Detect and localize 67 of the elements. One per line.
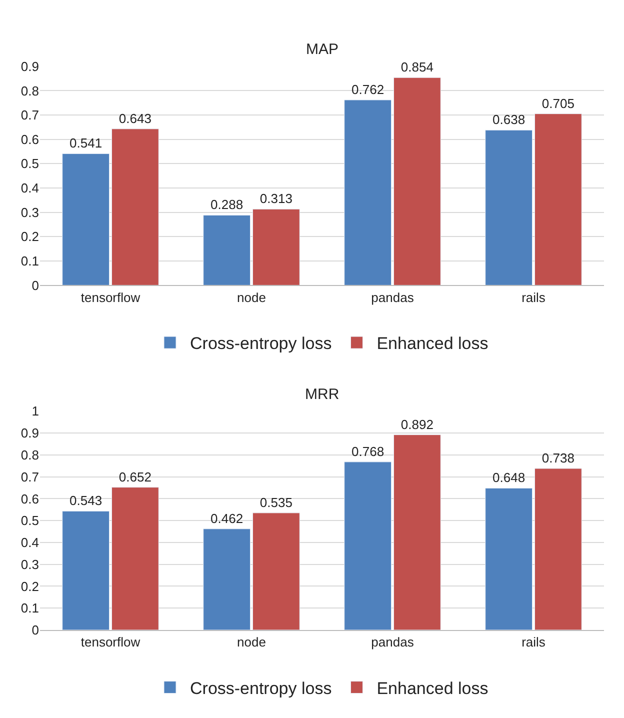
bar — [203, 528, 251, 630]
bar — [62, 153, 110, 286]
y-tick-label: 0 — [32, 278, 39, 293]
y-tick-label: 0.3 — [20, 204, 39, 220]
bar — [344, 462, 392, 630]
y-tick-label: 0.7 — [20, 108, 39, 123]
y-tick-label: 0.4 — [20, 180, 39, 196]
y-tick-label: 0.7 — [20, 469, 39, 484]
data-label: 0.535 — [260, 494, 292, 510]
x-tick-label: rails — [522, 634, 546, 650]
data-label: 0.643 — [118, 110, 152, 126]
y-tick-label: 0.8 — [20, 447, 39, 462]
data-label: 0.462 — [210, 510, 244, 526]
y-tick-label: 0.5 — [20, 513, 39, 528]
bar — [485, 130, 533, 286]
x-tick-label: rails — [522, 290, 546, 305]
bar — [252, 512, 300, 630]
data-label: 0.892 — [400, 416, 434, 432]
bar — [252, 208, 300, 286]
y-tick-label: 0.2 — [20, 578, 39, 594]
bar — [485, 488, 533, 630]
bar — [534, 114, 582, 286]
y-tick-label: 0.6 — [20, 491, 39, 506]
y-tick-label: 0.5 — [20, 156, 39, 172]
data-label: 0.705 — [542, 96, 574, 111]
bar — [393, 434, 441, 630]
data-label: 0.854 — [400, 60, 434, 75]
y-tick-label: 0 — [32, 622, 39, 638]
data-label: 0.541 — [70, 136, 102, 151]
data-label: 0.638 — [492, 112, 526, 128]
data-label: 0.288 — [210, 197, 244, 212]
data-label: 0.738 — [542, 450, 574, 466]
x-tick-label: node — [237, 634, 266, 650]
chart-title: MRR — [305, 386, 340, 403]
data-label: 0.313 — [260, 191, 292, 206]
bar — [111, 128, 159, 286]
data-label: 0.768 — [352, 444, 384, 459]
bar — [62, 510, 110, 630]
bar — [203, 214, 251, 286]
data-label: 0.652 — [118, 469, 152, 484]
data-label: 0.648 — [492, 470, 526, 486]
y-tick-label: 0.8 — [20, 83, 39, 98]
bar — [344, 100, 392, 286]
y-tick-label: 1 — [32, 404, 39, 419]
legend-label: Enhanced loss — [376, 334, 488, 354]
bar — [393, 77, 441, 286]
x-tick-label: tensorflow — [80, 634, 141, 650]
data-label: 0.762 — [352, 82, 384, 97]
y-tick-label: 0.4 — [20, 534, 39, 550]
legend-label: Enhanced loss — [376, 678, 488, 698]
y-tick-label: 0.2 — [20, 229, 39, 244]
x-tick-label: tensorflow — [80, 290, 141, 305]
y-tick-label: 0.6 — [20, 132, 39, 147]
y-tick-label: 0.9 — [20, 426, 39, 441]
y-tick-label: 0.1 — [20, 600, 39, 616]
legend-label: Cross-entropy loss — [190, 334, 332, 354]
y-tick-label: 0.3 — [20, 556, 39, 572]
y-tick-label: 0.1 — [20, 253, 39, 268]
legend-label: Cross-entropy loss — [190, 678, 332, 698]
bar — [534, 468, 582, 630]
bar — [111, 487, 159, 630]
data-label: 0.543 — [70, 493, 102, 508]
x-tick-label: pandas — [371, 634, 414, 650]
x-tick-label: node — [237, 290, 266, 305]
x-tick-label: pandas — [371, 290, 414, 305]
y-tick-label: 0.9 — [20, 58, 39, 74]
chart-title: MAP — [306, 41, 339, 58]
